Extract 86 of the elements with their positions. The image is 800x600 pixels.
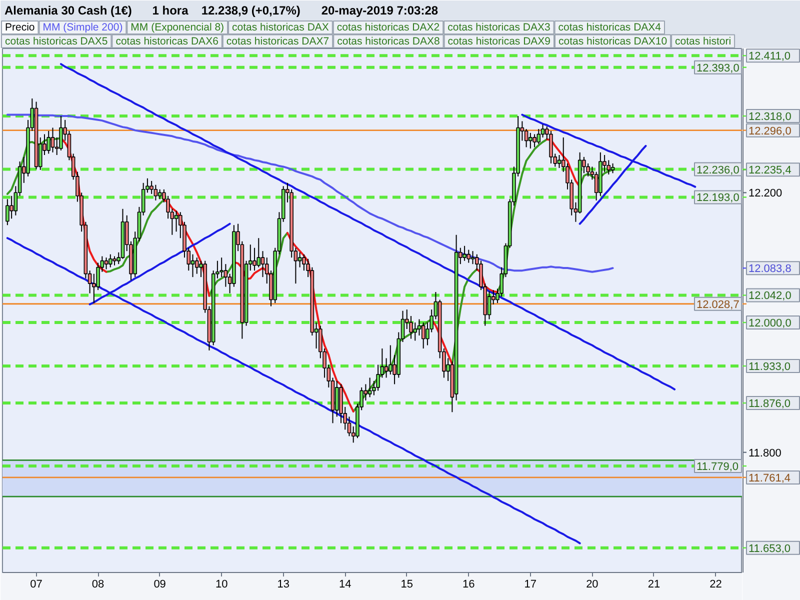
text: cotas historicas DAX8 [337,35,440,48]
legend-title: Precio [5,22,35,34]
x-tick-label: 20 [586,578,598,590]
x-tick-label: 16 [462,578,475,590]
candlestick [610,162,615,174]
ref-line-label: 12.028,7 [696,298,740,311]
candlestick [154,184,158,201]
candlestick [50,127,55,153]
ref-line-label: 12.318,0 [748,111,792,124]
candlestick [466,249,471,264]
candlestick [260,250,265,278]
ref-line-label: 12.393,0 [696,62,740,74]
ref-line-label: 12.042,0 [748,290,792,302]
candlestick [104,257,108,270]
text: cotas historicas DAX5 [5,35,108,48]
ref-line-label: 11.761,4 [748,472,791,484]
x-tick-label: 15 [400,578,414,590]
y-tick-label: 12.083,8 [748,263,792,276]
candlestick [224,264,228,288]
candlestick [252,247,256,272]
ref-line-label: 12.193,0 [696,192,740,204]
candlestick [557,154,562,168]
candlestick [334,380,339,418]
x-tick-label: 07 [30,578,42,590]
candlestick [388,344,392,375]
candlestick [413,322,418,342]
candlestick [174,210,178,232]
candlestick [59,116,63,151]
ref-line-label: 12.236,0 [696,164,740,176]
line-series [60,63,676,390]
text: cotas historicas DAX10 [558,35,668,48]
text: MM (Simple 200) [42,22,123,34]
x-tick-label: 21 [648,578,660,590]
x-tick-label: 22 [710,578,722,590]
text: cotas historicas DAX3 [448,22,550,34]
x-tick-label: 13 [277,578,290,590]
text: cotas historicas DAX4 [558,22,662,34]
ref-line-label: 11.876,0 [748,398,791,410]
candlestick [532,134,536,148]
ref-line-label: 12.000,0 [748,318,792,330]
candlestick [112,256,116,266]
ref-line-label: 11.933,0 [748,361,791,374]
candlestick [606,160,611,175]
candlestick [347,416,352,437]
text: 1 hora 12.238,9 (+0,17%) 20-may-2019 7:03:28 [152,4,438,18]
candlestick [421,322,426,349]
y-tick-label: 11.800 [748,447,782,460]
candlestick [470,250,475,265]
x-tick-label: 09 [154,578,166,590]
x-tick-label: 08 [92,578,104,590]
x-tick-label: 10 [215,578,228,590]
ref-line-label: 12.411,0 [748,50,791,63]
x-tick-label: 17 [524,578,537,590]
text: cotas histori [675,35,732,48]
candlestick [158,188,162,200]
candlestick [524,128,528,148]
candlestick [190,254,195,278]
ref-line-label: 11.653,0 [748,542,791,555]
candlestick [384,358,388,378]
candlestick [368,377,372,398]
candlestick [417,318,422,336]
ref-line-label: 12.296,0 [748,125,792,138]
candlestick [549,130,553,164]
candlestick [528,132,532,149]
text: MM (Exponencial 8) [130,22,224,34]
candlestick [256,238,261,268]
candlestick [220,257,224,278]
text: cotas historicas DAX6 [116,35,219,48]
candlestick [6,198,10,226]
text: cotas historicas DAX9 [448,35,551,48]
candlestick [46,130,51,154]
candlestick [536,128,541,144]
candlestick [298,252,302,268]
candlestick [10,195,14,220]
y-tick-label: 12.235,4 [748,164,792,177]
ref-line-label: 11.779,0 [696,461,739,474]
y-tick-label: 12.200 [748,188,782,200]
chart-title: Alemania 30 Cash (1€) [4,4,132,18]
text: cotas historicas DAX7 [226,35,330,48]
x-tick-label: 14 [339,578,352,590]
text: cotas historicas DAX2 [336,22,440,34]
candlestick [462,245,466,262]
text: cotas historicas DAX [232,22,329,34]
candlestick [487,290,492,320]
candlestick [108,254,112,268]
candlestick [194,257,199,274]
